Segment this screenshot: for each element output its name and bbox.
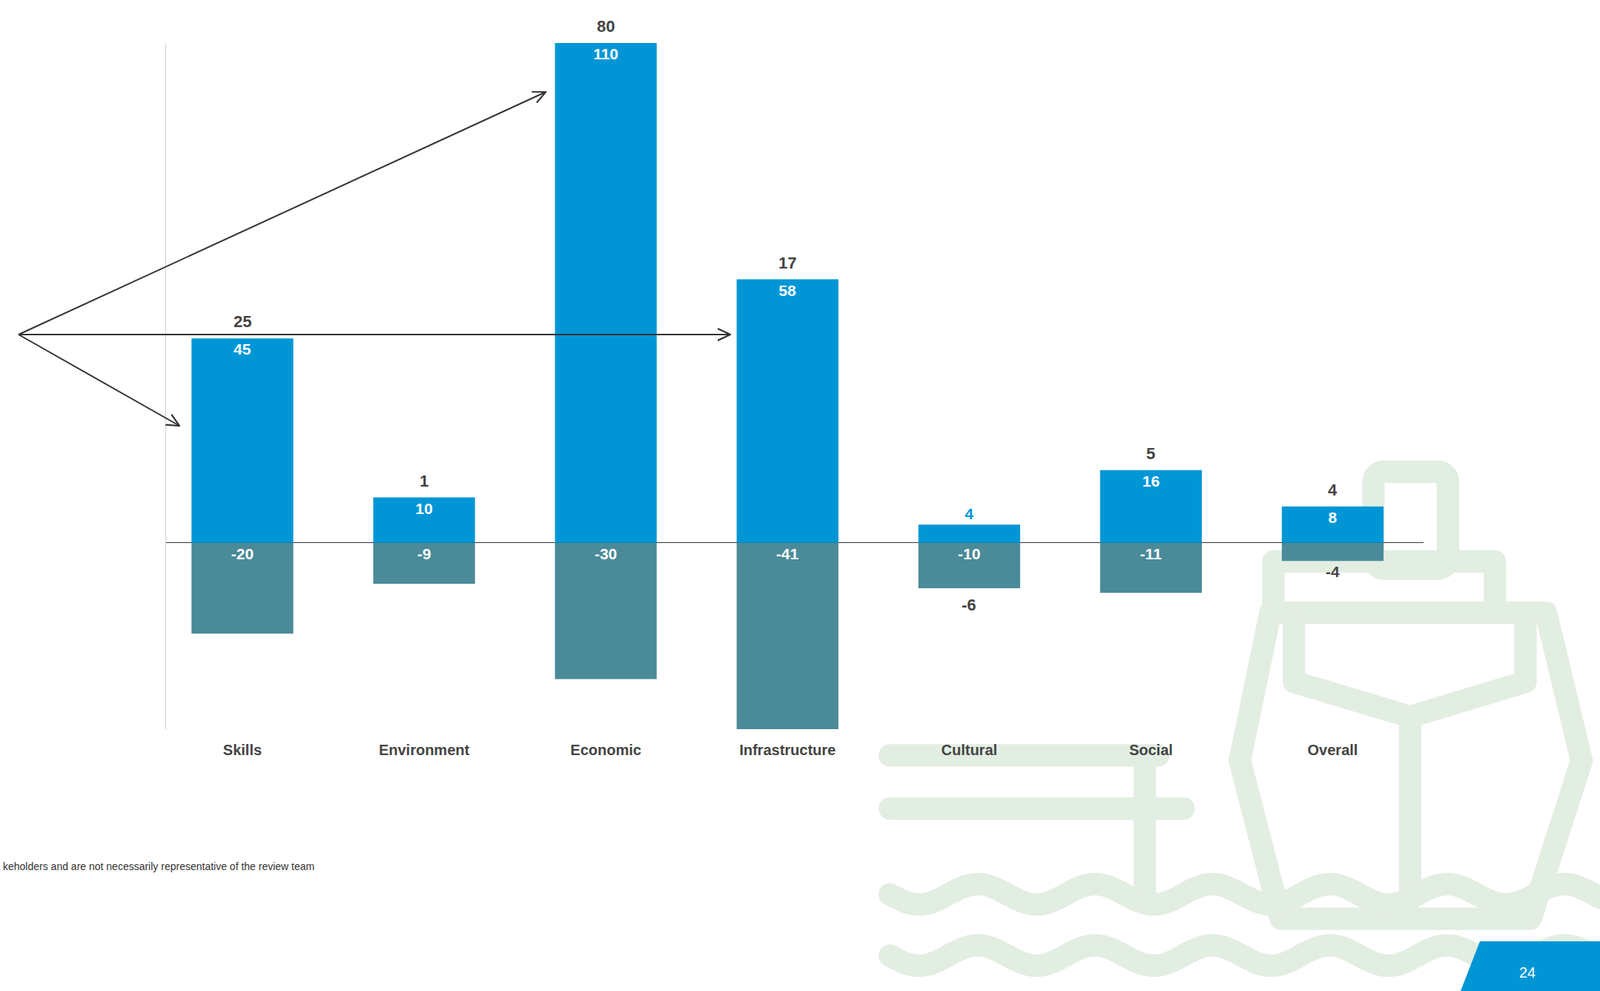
html-text:keholders and are not necessar: keholders and are not necessarily repres… [2,860,315,872]
svg-text:Environment: Environment [378,741,471,758]
svg-text:58: 58 [778,281,797,299]
svg-text:16: 16 [1142,472,1160,490]
svg-text:Cultural: Cultural [940,741,998,758]
svg-text:8: 8 [1327,508,1337,526]
svg-text:Economic: Economic [570,741,642,758]
svg-text:-11: -11 [1140,544,1163,563]
svg-text:80: 80 [596,17,615,36]
svg-text:Social: Social [1129,741,1173,758]
svg-text:-6: -6 [961,595,977,614]
svg-text:4: 4 [964,504,974,522]
svg-text:25: 25 [233,312,252,331]
svg-text:Skills: Skills [223,741,262,758]
svg-text:-4: -4 [1325,562,1340,580]
html-text:24: 24 [1519,963,1536,981]
svg-text:-10: -10 [957,544,981,563]
svg-text:Overall: Overall [1307,741,1359,758]
svg-text:-41: -41 [776,544,800,563]
svg-text:Infrastructure: Infrastructure [739,741,836,758]
svg-text:17: 17 [778,253,797,273]
svg-text:-9: -9 [417,544,432,563]
svg-text:5: 5 [1146,444,1156,463]
svg-text:10: 10 [415,499,433,517]
svg-text:45: 45 [233,340,252,358]
svg-text:-30: -30 [594,544,617,563]
svg-text:110: 110 [593,45,619,63]
svg-text:4: 4 [1327,480,1338,499]
svg-text:1: 1 [419,471,429,491]
svg-text:-20: -20 [231,544,254,563]
